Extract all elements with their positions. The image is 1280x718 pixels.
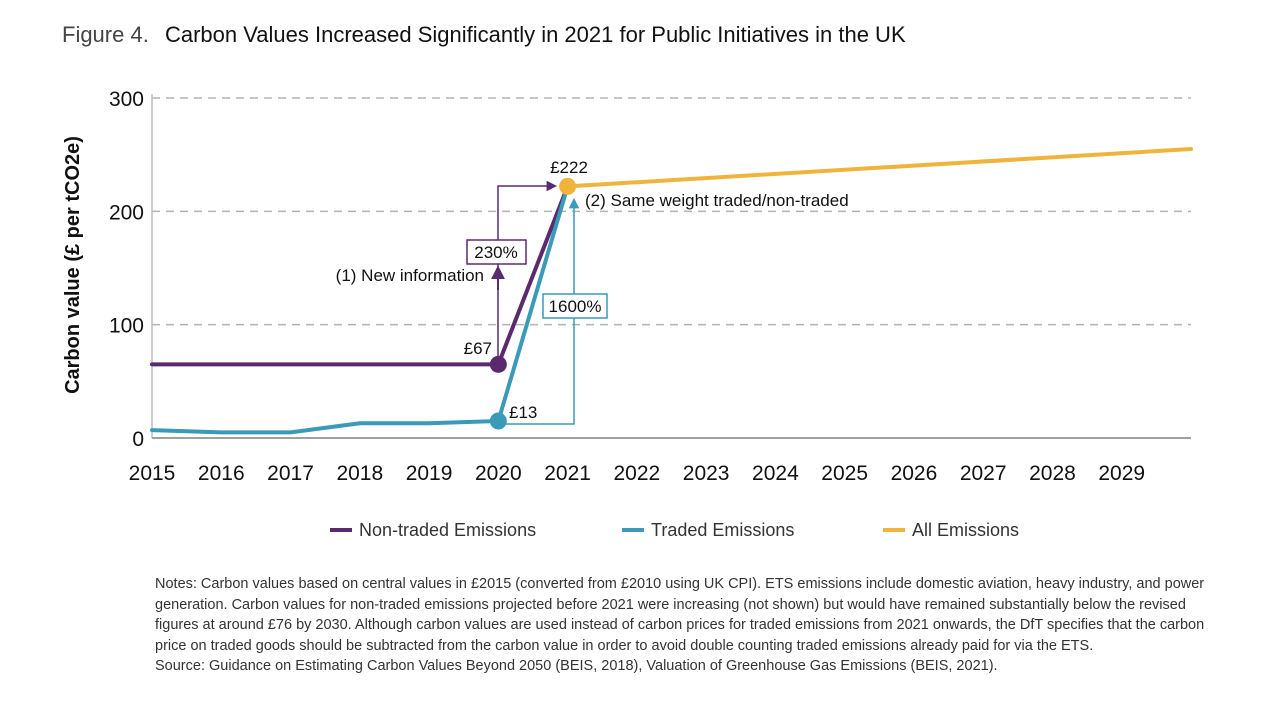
- x-tick-label: 2017: [267, 462, 314, 485]
- point-marker: [559, 177, 577, 195]
- x-tick-label: 2025: [821, 462, 868, 485]
- x-tick-label: 2024: [752, 462, 799, 485]
- nontraded-pct-box: [466, 239, 527, 265]
- legend: Non-traded Emissions Traded Emissions All …: [330, 520, 1019, 540]
- x-tick-label: 2016: [198, 462, 245, 485]
- value-label-all: £222: [550, 158, 588, 177]
- grid: [152, 97, 1191, 326]
- same-weight-label: (2) Same weight traded/non-traded: [585, 191, 849, 210]
- x-tick-label: 2021: [544, 462, 591, 485]
- x-tick-label: 2029: [1098, 462, 1145, 485]
- x-tick-label: 2022: [614, 462, 661, 485]
- x-tick-label: 2023: [683, 462, 730, 485]
- traded-arrow-path: [498, 197, 580, 425]
- y-tick-label: 200: [109, 201, 144, 224]
- traded-pct-box: [542, 293, 608, 319]
- new-info-label: (1) New information: [336, 266, 484, 285]
- series-markers: [489, 177, 577, 430]
- new-info-arrow-path: [497, 180, 558, 368]
- traded-pct-label: 1600%: [549, 297, 602, 316]
- x-tick-label: 2028: [1029, 462, 1076, 485]
- y-tick-label: 0: [132, 428, 144, 451]
- notes: Notes: Carbon values based on central va…: [155, 574, 1225, 677]
- chart: 0 100 200 300 2015 2016 2017 2018 2019 2020 2021 20…: [62, 88, 1193, 540]
- figure-title: Figure 4. Carbon Values Increased Signif…: [62, 22, 906, 48]
- legend-label: All Emissions: [912, 520, 1019, 540]
- series-line-traded-emissions: [150, 184, 570, 435]
- annotations: 230% (1) New information 1600% (2) Same …: [336, 158, 849, 425]
- axes: 0 100 200 300 2015 2016 2017 2018 2019 2020 2021 20…: [109, 88, 1191, 485]
- x-tick-label: 2020: [475, 462, 522, 485]
- y-tick-label: 300: [109, 88, 144, 111]
- x-tick-label: 2026: [891, 462, 938, 485]
- value-label-nontraded: £67: [464, 339, 492, 358]
- legend-label: Non-traded Emissions: [359, 520, 536, 540]
- x-tick-label: 2018: [336, 462, 383, 485]
- legend-label: Traded Emissions: [651, 520, 794, 540]
- x-tick-label: 2019: [406, 462, 453, 485]
- notes-text: Notes: Carbon values based on central va…: [155, 576, 1205, 654]
- y-tick-label: 100: [109, 315, 144, 338]
- y-axis-label: Carbon value (£ per tCO2e): [62, 136, 84, 394]
- value-label-traded: £13: [509, 403, 537, 422]
- nontraded-pct-label: 230%: [474, 243, 517, 262]
- x-tick-label: 2015: [129, 462, 176, 485]
- series-line-all-emissions: [565, 147, 1193, 189]
- figure-label: Figure 4.: [62, 22, 149, 47]
- x-tick-label: 2027: [960, 462, 1007, 485]
- figure-title-text: Carbon Values Increased Significantly in…: [164, 22, 906, 47]
- source-text: Source: Guidance on Estimating Carbon Va…: [155, 658, 998, 674]
- point-marker: [489, 412, 507, 430]
- point-marker: [489, 355, 507, 373]
